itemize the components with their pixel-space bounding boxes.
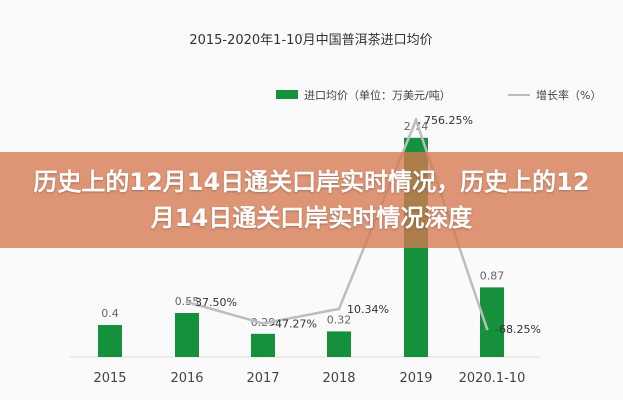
x-tick-2015: 2015 — [93, 371, 126, 386]
growth-point-2020.1-10 — [485, 327, 489, 331]
growth-point-2016 — [185, 300, 189, 304]
bar-label-2015: 0.4 — [101, 307, 119, 320]
growth-label-2017: -47.27% — [271, 317, 317, 330]
banner-text: 历史上的12月14日通关口岸实时情况，历史上的12月14日通关口岸实时情况深度 — [33, 168, 590, 232]
chart-title: 2015-2020年1-10月中国普洱茶进口均价 — [189, 32, 432, 48]
bar-label-2019: 2.74 — [404, 120, 429, 133]
bar-label-2020.1-10: 0.87 — [480, 269, 505, 282]
bar-2018 — [327, 331, 351, 357]
legend-bar-label: 进口均价（单位：万美元/吨） — [304, 88, 451, 102]
bar-2015 — [98, 325, 122, 357]
title-banner: 历史上的12月14日通关口岸实时情况，历史上的12月14日通关口岸实时情况深度 — [0, 152, 623, 248]
growth-point-2019 — [414, 118, 418, 122]
x-tick-2017: 2017 — [246, 371, 279, 386]
growth-label-2019: 756.25% — [424, 114, 473, 127]
x-tick-2018: 2018 — [322, 371, 355, 386]
growth-point-2017 — [261, 321, 265, 325]
legend-bar-swatch — [276, 90, 298, 99]
x-tick-2019: 2019 — [399, 371, 432, 386]
growth-point-2018 — [337, 307, 341, 311]
x-tick-2020.1-10: 2020.1-10 — [459, 371, 526, 386]
x-tick-2016: 2016 — [170, 371, 203, 386]
bar-2017 — [251, 333, 275, 357]
growth-label-2016: 37.50% — [195, 296, 237, 309]
growth-label-2018: 10.34% — [347, 303, 389, 316]
bar-2016 — [175, 313, 199, 357]
legend-line-label: 增长率（%） — [536, 88, 601, 102]
growth-label-2020.1-10: -68.25% — [495, 323, 541, 336]
bar-label-2018: 0.32 — [327, 313, 352, 326]
